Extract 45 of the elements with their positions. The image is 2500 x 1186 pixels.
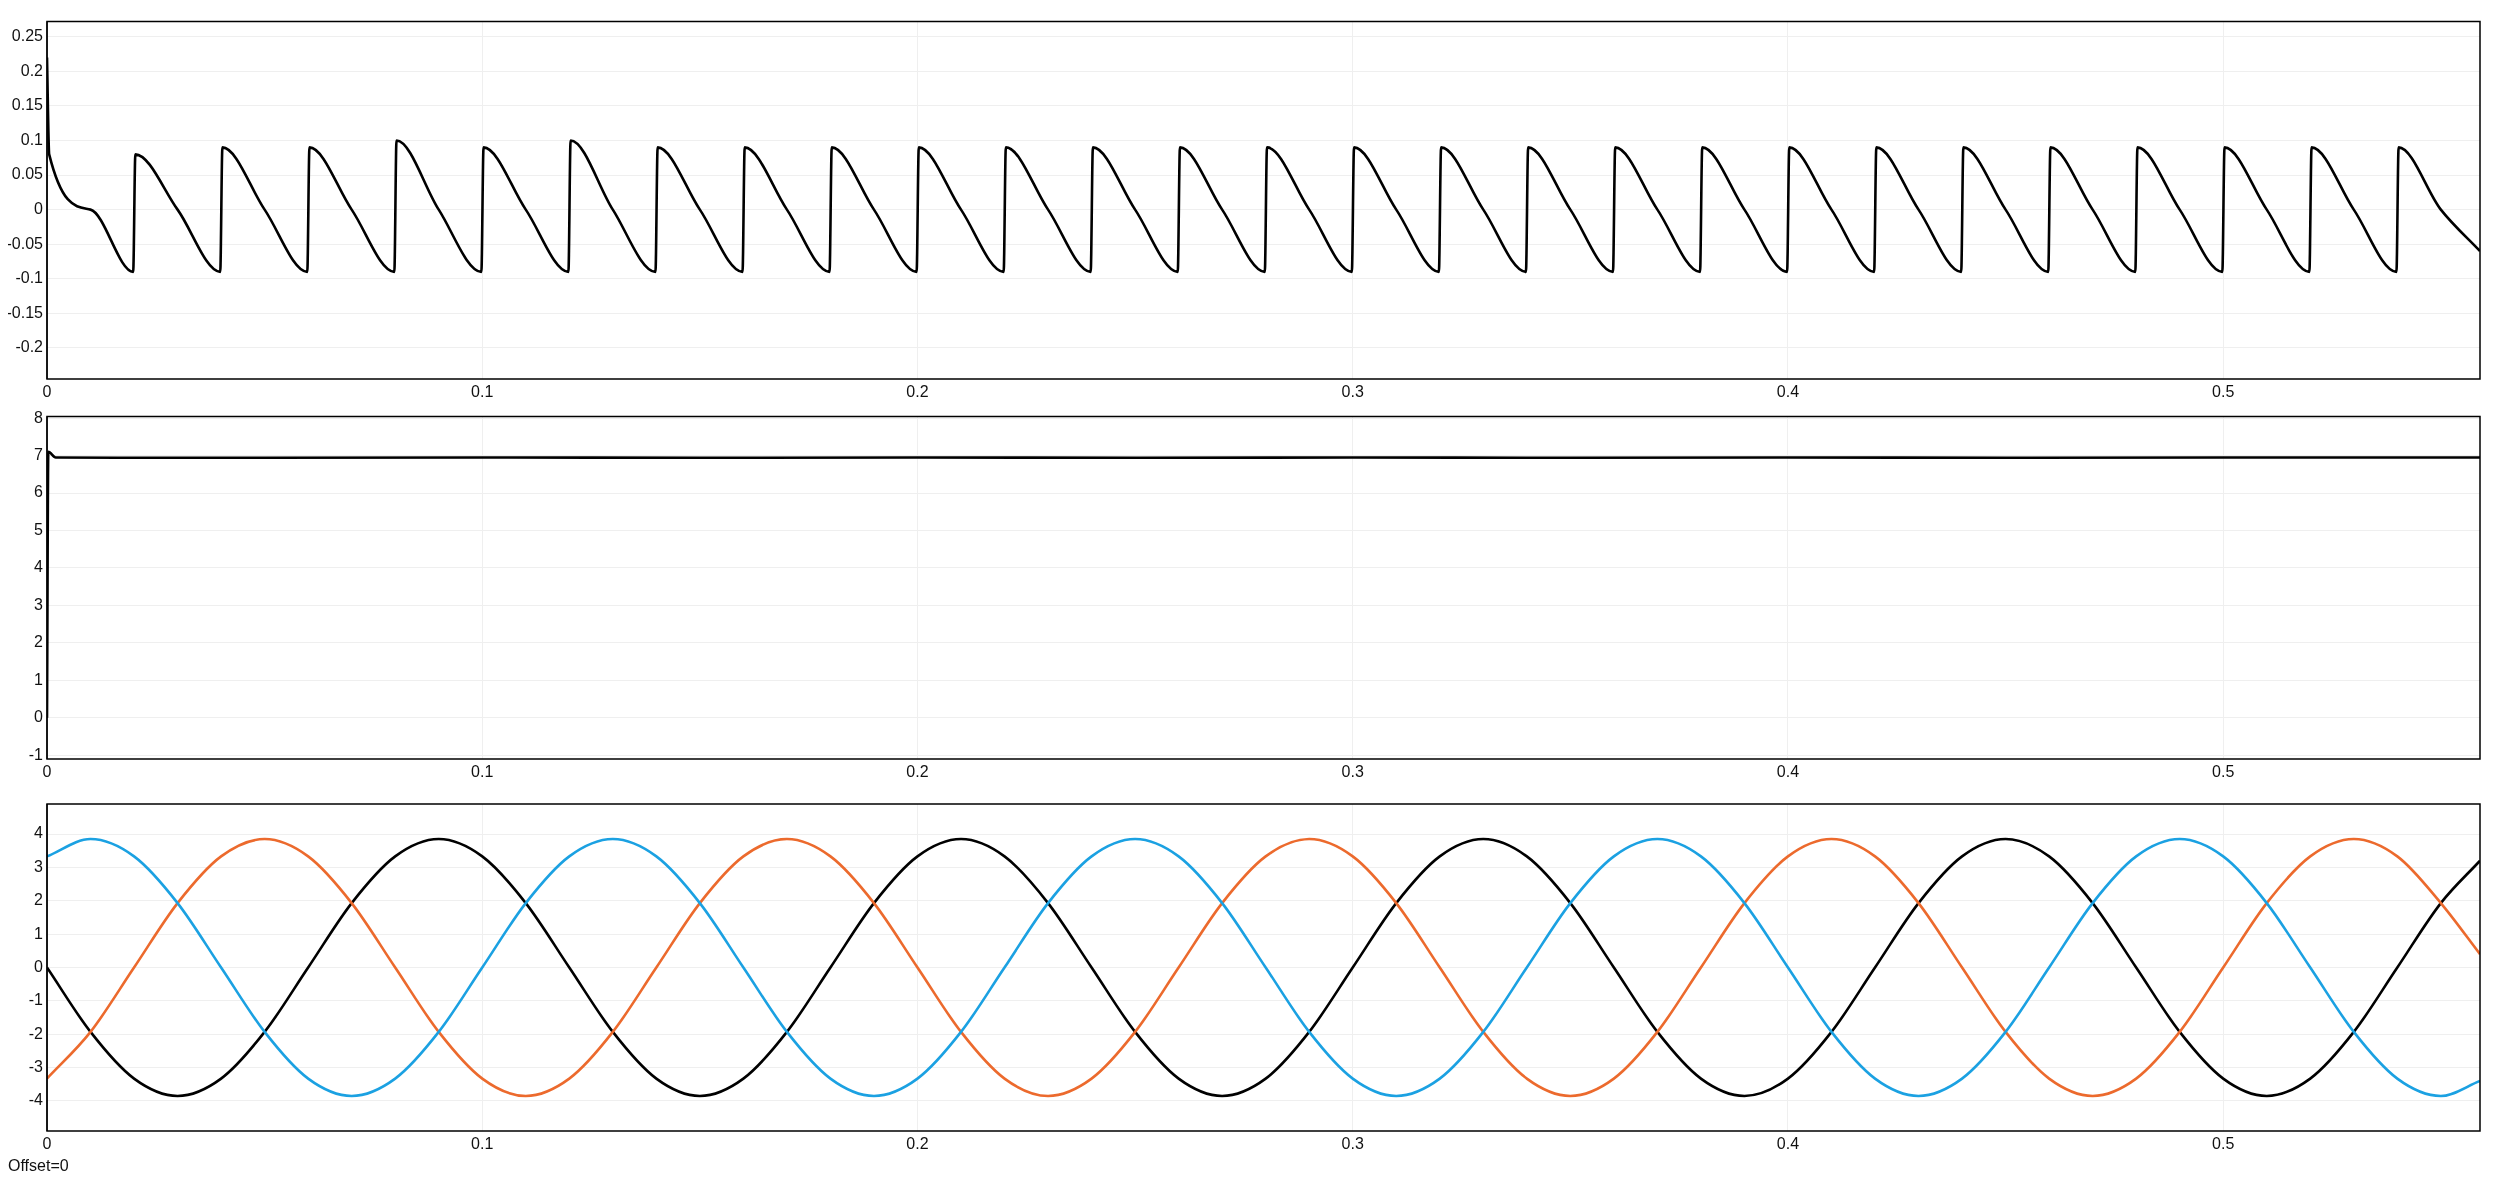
x-tick-label: 0.5 [2212, 763, 2235, 781]
y-tick-label: -0.15 [6, 303, 44, 321]
y-tick-label: 0.2 [20, 61, 44, 79]
y-tick-label: 1 [34, 670, 44, 688]
y-tick-label: -3 [28, 1058, 44, 1076]
x-tick-label: 0.4 [1776, 763, 1800, 781]
x-tick-label: 0.3 [1341, 383, 1364, 401]
y-tick-label: 1 [34, 924, 44, 942]
y-tick-label: 3 [34, 857, 44, 875]
y-tick-label: 7 [34, 445, 44, 463]
x-tick-label: 0.5 [2212, 1135, 2235, 1153]
y-tick-label: 5 [34, 520, 44, 538]
y-tick-label: -4 [28, 1091, 44, 1109]
y-tick-label: 4 [34, 824, 44, 842]
y-tick-label: -0.1 [15, 269, 44, 287]
y-tick-label: 0 [34, 708, 44, 726]
y-tick-label: -1 [28, 745, 44, 763]
y-tick-label: 0.1 [20, 130, 44, 148]
y-tick-label: 8 [34, 408, 44, 426]
y-tick-label: 2 [34, 891, 44, 909]
y-tick-label: 0 [34, 200, 44, 218]
x-tick-label: 0.1 [471, 763, 494, 781]
y-tick-label: 0 [34, 957, 44, 975]
y-tick-label: -0.2 [15, 338, 44, 356]
x-tick-label: 0.2 [906, 763, 929, 781]
x-tick-label: 0.2 [906, 383, 929, 401]
x-tick-label: 0.3 [1341, 763, 1364, 781]
y-tick-label: 0.25 [11, 27, 44, 45]
y-tick-label: 6 [34, 483, 44, 501]
y-tick-label: -0.05 [6, 234, 44, 252]
x-tick-label: 0.2 [906, 1135, 929, 1153]
y-tick-label: -2 [28, 1024, 44, 1042]
x-tick-label: 0.5 [2212, 383, 2235, 401]
y-tick-label: -1 [28, 991, 44, 1009]
y-tick-label: 2 [34, 633, 44, 651]
y-tick-label: 3 [34, 595, 44, 613]
x-tick-label: 0.3 [1341, 1135, 1364, 1153]
text: Offset=0 [8, 1157, 70, 1175]
y-tick-label: 4 [34, 558, 44, 576]
x-tick-label: 0.1 [471, 1135, 494, 1153]
x-tick-label: 0.1 [471, 383, 494, 401]
x-tick-label: 0.4 [1776, 383, 1800, 401]
y-tick-label: 0.05 [11, 165, 44, 183]
x-tick-label: 0.4 [1776, 1135, 1800, 1153]
y-tick-label: 0.15 [11, 96, 44, 114]
